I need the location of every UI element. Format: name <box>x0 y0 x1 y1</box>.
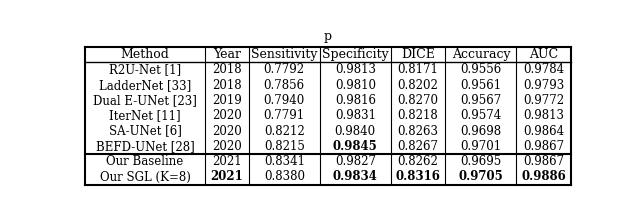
Text: 2019: 2019 <box>212 94 242 107</box>
Text: 0.9574: 0.9574 <box>460 109 502 122</box>
Text: 0.9784: 0.9784 <box>523 63 564 76</box>
Text: 2021: 2021 <box>212 155 242 168</box>
Text: p: p <box>324 30 332 43</box>
Text: 0.8380: 0.8380 <box>264 170 305 183</box>
Text: 0.8212: 0.8212 <box>264 125 305 138</box>
Text: LadderNet [33]: LadderNet [33] <box>99 79 191 92</box>
Text: 0.8202: 0.8202 <box>397 79 438 92</box>
Text: 0.8215: 0.8215 <box>264 140 305 153</box>
Text: 0.9864: 0.9864 <box>523 125 564 138</box>
Text: 0.9793: 0.9793 <box>523 79 564 92</box>
Text: 0.9840: 0.9840 <box>335 125 376 138</box>
Text: 0.9816: 0.9816 <box>335 94 376 107</box>
Text: 0.9834: 0.9834 <box>333 170 378 183</box>
Text: 0.9867: 0.9867 <box>523 155 564 168</box>
Text: R2U-Net [1]: R2U-Net [1] <box>109 63 181 76</box>
Text: 0.9810: 0.9810 <box>335 79 376 92</box>
Text: 0.7791: 0.7791 <box>264 109 305 122</box>
Text: 0.9556: 0.9556 <box>460 63 502 76</box>
Text: 0.9813: 0.9813 <box>524 109 564 122</box>
Text: 0.8270: 0.8270 <box>397 94 438 107</box>
Text: 0.7792: 0.7792 <box>264 63 305 76</box>
Text: 0.7856: 0.7856 <box>264 79 305 92</box>
Text: 0.9813: 0.9813 <box>335 63 376 76</box>
Text: 2020: 2020 <box>212 125 242 138</box>
Text: 2020: 2020 <box>212 140 242 153</box>
Text: 0.9772: 0.9772 <box>523 94 564 107</box>
Text: 0.7940: 0.7940 <box>264 94 305 107</box>
Text: Sensitivity: Sensitivity <box>251 48 317 61</box>
Text: Specificity: Specificity <box>322 48 388 61</box>
Text: 0.8267: 0.8267 <box>397 140 438 153</box>
Text: AUC: AUC <box>529 48 558 61</box>
Text: Our SGL (K=8): Our SGL (K=8) <box>100 170 191 183</box>
Text: 0.8218: 0.8218 <box>397 109 438 122</box>
Text: 2021: 2021 <box>211 170 243 183</box>
Text: 0.9698: 0.9698 <box>460 125 502 138</box>
Text: 2020: 2020 <box>212 109 242 122</box>
Text: 0.9827: 0.9827 <box>335 155 376 168</box>
Text: 0.9567: 0.9567 <box>460 94 502 107</box>
Text: 2018: 2018 <box>212 79 242 92</box>
Text: Year: Year <box>213 48 241 61</box>
Text: 0.8262: 0.8262 <box>397 155 438 168</box>
Text: 2018: 2018 <box>212 63 242 76</box>
Text: 0.9831: 0.9831 <box>335 109 376 122</box>
Text: 0.8341: 0.8341 <box>264 155 305 168</box>
Text: SA-UNet [6]: SA-UNet [6] <box>109 125 182 138</box>
Text: DICE: DICE <box>401 48 435 61</box>
Text: 0.8263: 0.8263 <box>397 125 438 138</box>
Text: 0.9701: 0.9701 <box>460 140 502 153</box>
Text: 0.9561: 0.9561 <box>460 79 502 92</box>
Text: BEFD-UNet [28]: BEFD-UNet [28] <box>95 140 195 153</box>
Text: Accuracy: Accuracy <box>452 48 510 61</box>
Text: 0.9845: 0.9845 <box>333 140 378 153</box>
Text: 0.9695: 0.9695 <box>460 155 502 168</box>
Text: 0.8316: 0.8316 <box>396 170 440 183</box>
Text: Method: Method <box>120 48 170 61</box>
Text: 0.9867: 0.9867 <box>523 140 564 153</box>
Text: 0.9705: 0.9705 <box>458 170 503 183</box>
Text: 0.9886: 0.9886 <box>522 170 566 183</box>
Text: 0.8171: 0.8171 <box>397 63 438 76</box>
Text: Our Baseline: Our Baseline <box>106 155 184 168</box>
Text: Dual E-UNet [23]: Dual E-UNet [23] <box>93 94 197 107</box>
Text: IterNet [11]: IterNet [11] <box>109 109 181 122</box>
